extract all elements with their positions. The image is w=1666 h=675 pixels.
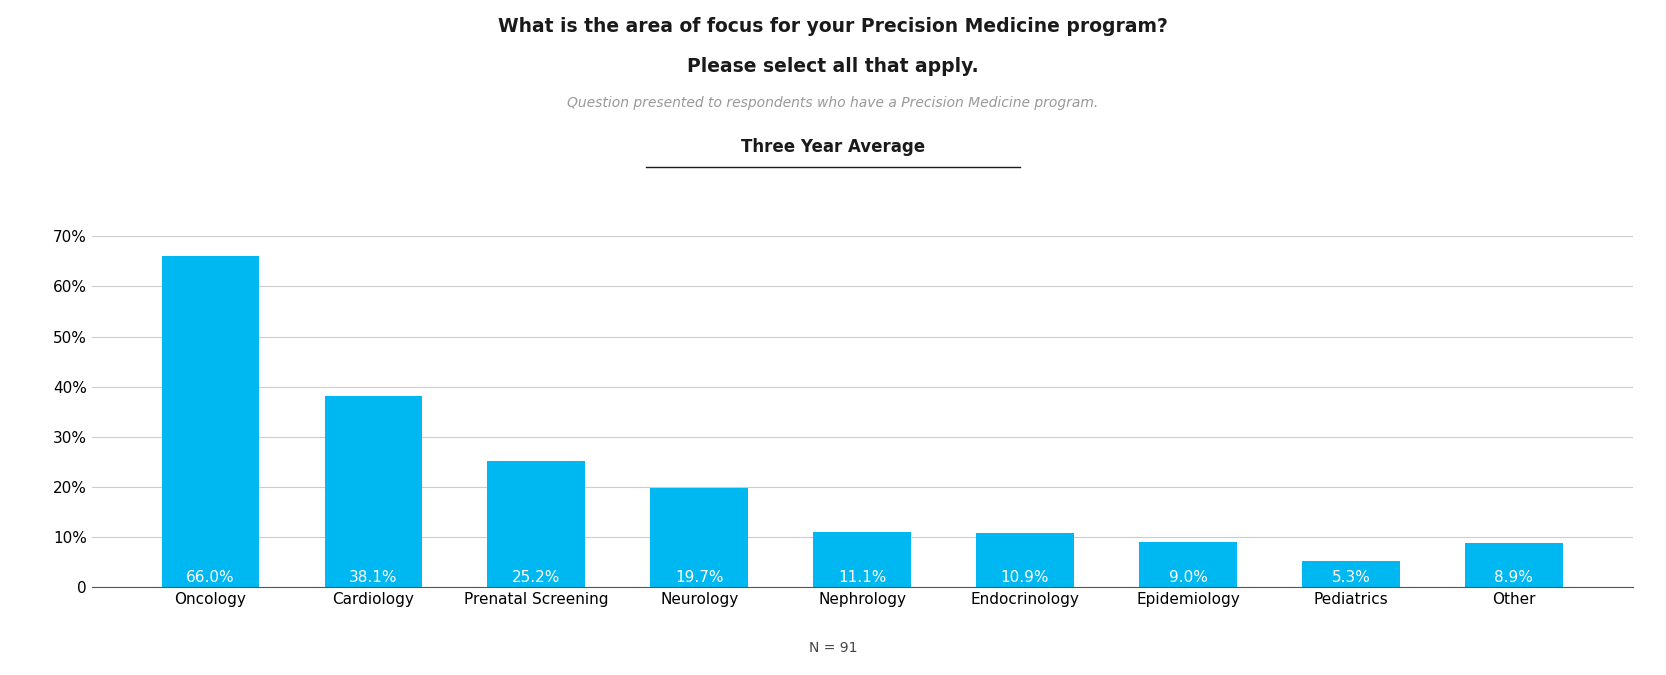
Bar (1303, 561, 1399, 587)
Text: 19.7%: 19.7% (675, 570, 723, 585)
Text: 11.1%: 11.1% (838, 570, 886, 585)
Bar (813, 532, 911, 587)
Bar (325, 396, 421, 587)
Text: 38.1%: 38.1% (350, 570, 398, 585)
Text: What is the area of focus for your Precision Medicine program?: What is the area of focus for your Preci… (498, 17, 1168, 36)
Bar (650, 489, 748, 587)
Text: Three Year Average: Three Year Average (741, 138, 925, 157)
Bar (1140, 542, 1236, 587)
Text: N = 91: N = 91 (808, 641, 858, 655)
Bar (488, 461, 585, 587)
Text: 66.0%: 66.0% (187, 570, 235, 585)
Bar (1464, 543, 1563, 587)
Text: 25.2%: 25.2% (511, 570, 560, 585)
Text: Question presented to respondents who have a Precision Medicine program.: Question presented to respondents who ha… (568, 96, 1098, 110)
Bar (162, 256, 260, 587)
Text: 5.3%: 5.3% (1331, 570, 1371, 585)
Text: 8.9%: 8.9% (1494, 570, 1533, 585)
Text: 9.0%: 9.0% (1168, 570, 1208, 585)
Text: 10.9%: 10.9% (1001, 570, 1050, 585)
Text: Please select all that apply.: Please select all that apply. (686, 57, 980, 76)
Bar (976, 533, 1075, 587)
